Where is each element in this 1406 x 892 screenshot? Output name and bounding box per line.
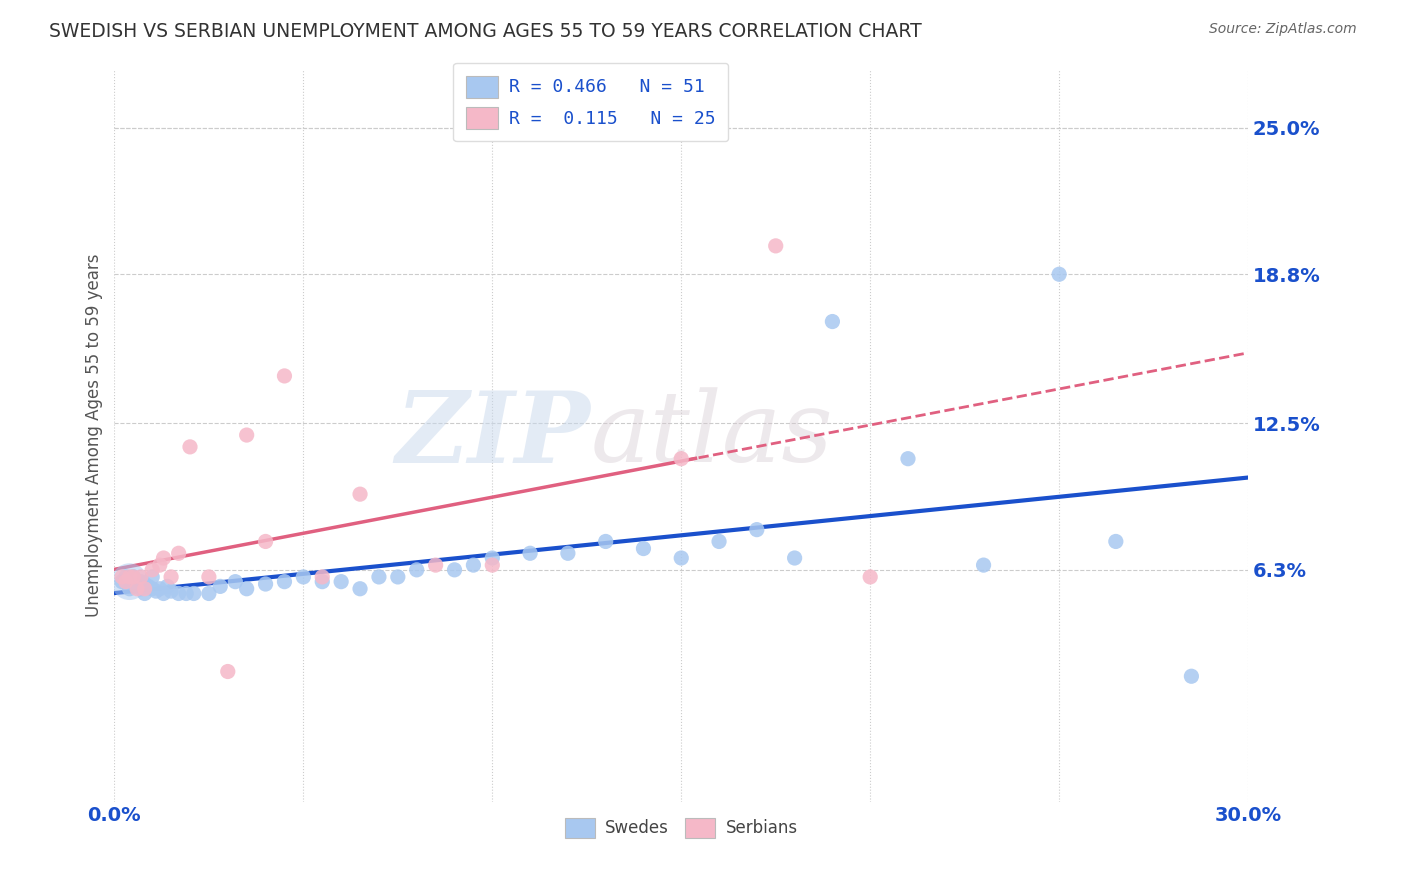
Point [118,570,141,584]
Point [160,584,183,599]
Point [224,574,246,589]
Point [125,582,148,596]
Point [114,570,136,584]
Y-axis label: Unemployment Among Ages 55 to 59 years: Unemployment Among Ages 55 to 59 years [86,253,103,616]
Point [174,586,197,600]
Point [118,574,141,589]
Point [167,586,190,600]
Point [443,563,465,577]
Point [235,582,257,596]
Point [111,574,134,589]
Point [481,551,503,566]
Point [1180,669,1202,683]
Point [122,574,145,589]
Point [179,440,201,454]
Point [405,563,427,577]
Point [292,570,315,584]
Point [671,451,693,466]
Point [198,586,221,600]
Point [125,579,148,593]
Point [595,534,617,549]
Point [859,570,882,584]
Point [149,558,172,573]
Point [273,368,295,383]
Point [387,570,409,584]
Point [134,582,156,596]
Point [557,546,579,560]
Point [160,570,183,584]
Point [330,574,353,589]
Point [217,665,239,679]
Point [129,582,152,596]
Point [1047,267,1070,281]
Point [1105,534,1128,549]
Point [671,551,693,566]
Point [707,534,730,549]
Point [973,558,995,573]
Point [897,451,920,466]
Point [745,523,768,537]
Point [783,551,806,566]
Point [141,563,163,577]
Point [114,574,136,589]
Point [235,428,257,442]
Point [254,534,277,549]
Legend: Swedes, Serbians: Swedes, Serbians [558,811,804,845]
Point [765,239,787,253]
Point [821,314,844,328]
Point [368,570,391,584]
Text: Source: ZipAtlas.com: Source: ZipAtlas.com [1209,22,1357,37]
Text: SWEDISH VS SERBIAN UNEMPLOYMENT AMONG AGES 55 TO 59 YEARS CORRELATION CHART: SWEDISH VS SERBIAN UNEMPLOYMENT AMONG AG… [49,22,922,41]
Point [111,570,134,584]
Point [152,551,174,566]
Point [183,586,205,600]
Point [129,570,152,584]
Point [129,574,152,589]
Point [311,570,333,584]
Point [311,574,333,589]
Point [141,582,163,596]
Point [425,558,447,573]
Point [273,574,295,589]
Point [349,582,371,596]
Point [254,577,277,591]
Text: ZIP: ZIP [395,387,591,483]
Point [481,558,503,573]
Point [156,579,179,593]
Point [134,577,156,591]
Point [167,546,190,560]
Point [633,541,655,556]
Point [349,487,371,501]
Point [198,570,221,584]
Point [122,570,145,584]
Point [138,579,160,593]
Point [152,586,174,600]
Point [122,570,145,584]
Point [145,584,167,599]
Text: atlas: atlas [591,387,834,483]
Point [141,570,163,584]
Point [149,582,172,596]
Point [519,546,541,560]
Point [463,558,485,573]
Point [134,586,156,600]
Point [209,579,232,593]
Point [118,582,141,596]
